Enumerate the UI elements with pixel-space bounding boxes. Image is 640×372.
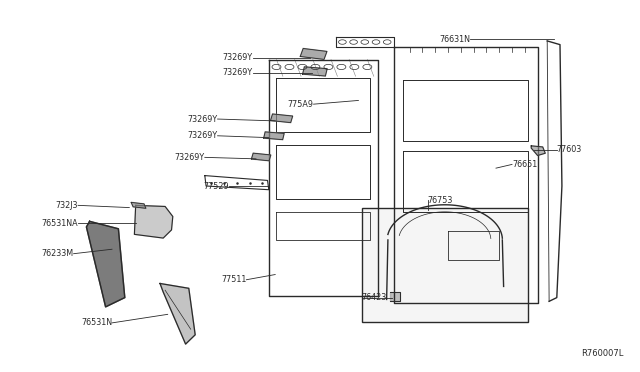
Text: 76423: 76423 [362,293,387,302]
Polygon shape [271,114,292,123]
Text: 76631N: 76631N [440,35,470,44]
Text: 73269Y: 73269Y [223,53,253,62]
Polygon shape [131,202,146,208]
Text: 73269Y: 73269Y [175,153,205,162]
Text: R760007L: R760007L [582,349,624,358]
Polygon shape [252,153,271,161]
Text: 73269Y: 73269Y [188,131,218,140]
Text: 77511: 77511 [221,275,246,284]
Text: 775A9: 775A9 [287,100,314,109]
Text: 73269Y: 73269Y [223,68,253,77]
Text: 76531N: 76531N [81,318,112,327]
Bar [362,208,528,322]
Text: 76753: 76753 [428,196,453,205]
Text: 76531NA: 76531NA [42,219,78,228]
Polygon shape [160,283,195,344]
Polygon shape [531,146,545,155]
Text: 77603: 77603 [557,145,582,154]
Text: 76233M: 76233M [42,249,74,258]
Text: 76651: 76651 [512,160,537,169]
Polygon shape [86,221,125,307]
Polygon shape [390,292,400,301]
Text: 73269Y: 73269Y [188,115,218,124]
Polygon shape [134,205,173,238]
Polygon shape [303,67,327,76]
Polygon shape [300,48,327,60]
Text: 77529: 77529 [204,182,229,190]
Polygon shape [264,132,284,140]
Text: 732J3: 732J3 [56,201,78,210]
